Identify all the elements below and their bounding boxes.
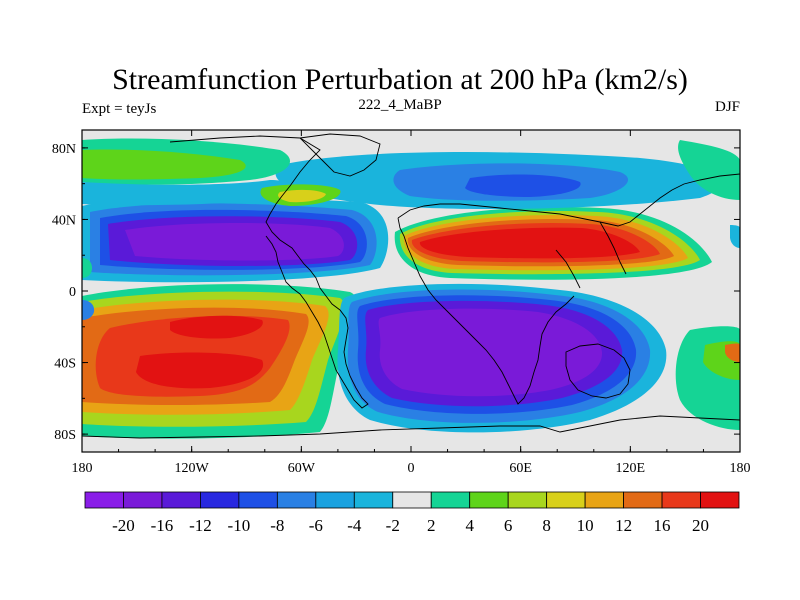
colorbar-label: 2 [427, 516, 436, 535]
colorbar-box [469, 491, 509, 509]
colorbar-label: -20 [112, 516, 135, 535]
contour-ne-green [678, 140, 740, 200]
coastline-americas [169, 135, 369, 409]
colorbar-box [392, 491, 432, 509]
colorbar-box [315, 491, 355, 509]
colorbar-label: 12 [615, 516, 632, 535]
colorbar-label: -2 [386, 516, 400, 535]
contour-se-orange [725, 343, 740, 362]
colorbar-label: 10 [577, 516, 594, 535]
run-label: 222_4_MaBP [358, 97, 442, 113]
colorbar-label: -6 [309, 516, 323, 535]
colorbar-box [507, 491, 548, 509]
contour-w-green-edge [82, 258, 92, 278]
colorbar-box [430, 491, 471, 509]
coastline-greenland [299, 133, 381, 177]
x-tick-label: 60E [509, 461, 532, 476]
coastline-indian-peninsula [555, 249, 581, 289]
y-tick-label: 80S [54, 428, 76, 443]
contour-nw-blue-strip [82, 180, 293, 206]
colorbar-box [700, 491, 740, 509]
experiment-label: Expt = teyJs [82, 101, 157, 117]
x-tick-label: 120E [616, 461, 646, 476]
colorbar-labels: -20 -16 -12 -10 -8 -6 -4 -2 2 4 6 8 10 12 16 20 [112, 516, 709, 535]
colorbar-label: 4 [465, 516, 474, 535]
colorbar-box [200, 491, 240, 509]
contour-sw-blue [82, 300, 95, 320]
coastline-eurasia-africa [397, 173, 740, 405]
colorbar-box [584, 491, 624, 509]
y-tick-label: 80N [52, 142, 76, 157]
contour-eu-high-6 [419, 227, 640, 259]
y-tick-label: 40N [52, 213, 76, 228]
colorbar-label: 6 [504, 516, 513, 535]
y-axis-labels: 80N 40N 0 40S 80S [52, 142, 76, 443]
contour-sp-high-6 [170, 315, 263, 339]
x-tick-label: 0 [408, 461, 415, 476]
axis-ticks [81, 130, 741, 452]
colorbar-box [161, 491, 201, 509]
colorbar-box [623, 491, 663, 509]
colorbar-box [353, 491, 394, 509]
colorbar-label: -8 [270, 516, 284, 535]
colorbar-box [123, 491, 163, 509]
contour-n-yellow-core [278, 189, 326, 203]
colorbar-label: 20 [692, 516, 709, 535]
season-label: DJF [714, 99, 740, 115]
x-tick-label: 120W [175, 461, 210, 476]
contour-field [82, 130, 740, 452]
coastlines [82, 133, 740, 439]
contour-np-low-5 [125, 223, 344, 261]
colorbar-label: -16 [151, 516, 174, 535]
colorbar-label: -4 [347, 516, 362, 535]
contour-na-low-3 [465, 174, 581, 197]
colorbar-box [84, 491, 124, 509]
colorbar-box [276, 491, 317, 509]
colorbar-label: -12 [189, 516, 212, 535]
colorbar-box [546, 491, 586, 509]
colorbar-box [661, 491, 701, 509]
contour-n-green-2 [82, 149, 246, 180]
contour-e-cyan-edge [730, 225, 740, 248]
x-tick-label: 180 [72, 461, 93, 476]
x-tick-label: 60W [288, 461, 316, 476]
coastline-australia [565, 343, 631, 399]
colorbar-label: 16 [654, 516, 671, 535]
contour-sp-high-7 [136, 352, 264, 389]
colorbar [84, 491, 740, 509]
chart-title: Streamfunction Perturbation at 200 hPa (… [112, 63, 688, 96]
coastline-antarctica [82, 415, 740, 439]
x-axis-labels: 180 120W 60W 0 60E 120E 180 [72, 461, 751, 476]
colorbar-label: 8 [542, 516, 551, 535]
y-tick-label: 40S [54, 357, 76, 372]
colorbar-label: -10 [228, 516, 251, 535]
coastline-se-asia [599, 221, 627, 275]
y-tick-label: 0 [69, 285, 76, 300]
colorbar-box [238, 491, 278, 509]
contour-sa-low-5 [378, 308, 603, 397]
x-tick-label: 180 [730, 461, 751, 476]
